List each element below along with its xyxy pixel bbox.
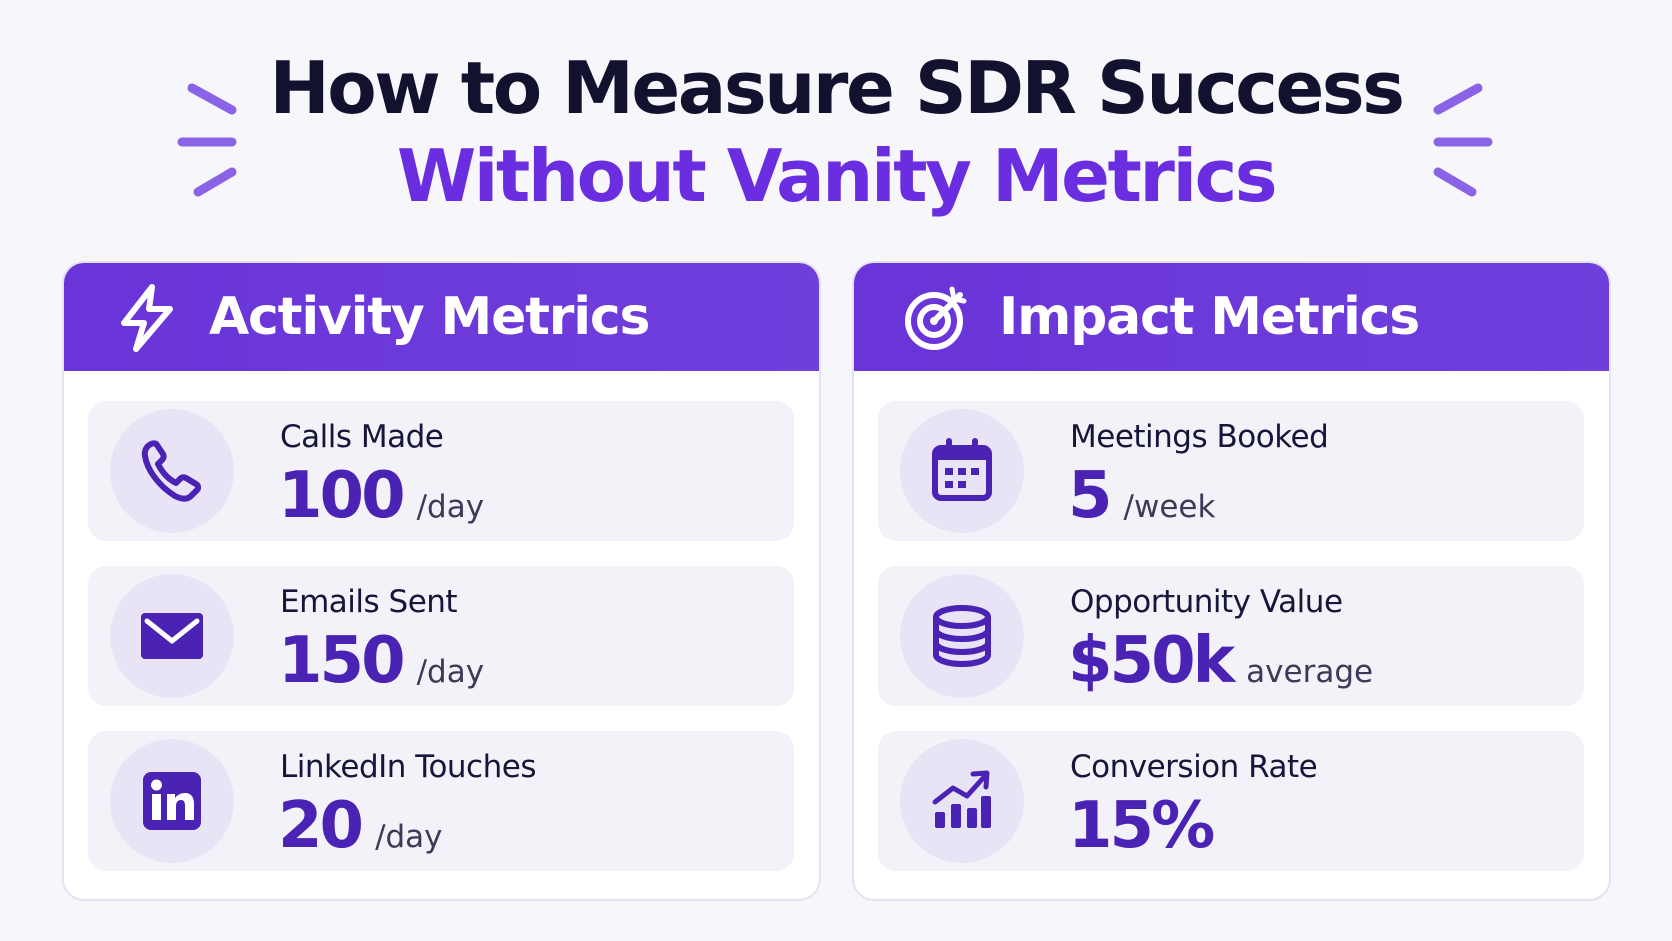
metric-card-conversion: Conversion Rate 15%	[878, 731, 1584, 871]
icon-circle	[900, 574, 1024, 698]
metric-value: 5	[1068, 459, 1112, 533]
icon-circle	[110, 574, 234, 698]
metric-label: LinkedIn Touches	[280, 749, 536, 785]
metric-unit: /day	[416, 489, 485, 525]
metric-value-row: 15%	[1068, 789, 1226, 880]
envelope-icon	[141, 613, 203, 659]
metric-card-linkedin: LinkedIn Touches 20/day	[88, 731, 794, 871]
metric-card-opportunity: Opportunity Value $50k average	[878, 566, 1584, 706]
icon-circle	[900, 739, 1024, 863]
title-line-1: How to Measure SDR Success	[269, 46, 1405, 130]
lightning-bolt-icon	[121, 284, 173, 352]
metric-card-emails: Emails Sent 150/day	[88, 566, 794, 706]
metric-label: Conversion Rate	[1070, 749, 1318, 785]
metric-value-row: 20/day	[278, 789, 443, 880]
metric-value: 15%	[1068, 789, 1215, 863]
metric-value: 20	[278, 789, 364, 863]
metric-card-calls: Calls Made 100/day	[88, 401, 794, 541]
impact-panel-title: Impact Metrics	[999, 287, 1420, 347]
metric-value-row: 5/week	[1068, 459, 1215, 550]
burst-left-icon	[177, 83, 237, 197]
bar-chart-growth-icon	[932, 770, 991, 828]
activity-panel-title: Activity Metrics	[209, 287, 650, 347]
impact-panel-header: Impact Metrics	[854, 263, 1609, 371]
burst-right-icon	[1433, 83, 1493, 197]
icon-circle	[110, 739, 234, 863]
metric-value-row: 150/day	[278, 624, 484, 715]
icon-circle	[110, 409, 234, 533]
metric-value-row: 100/day	[278, 459, 484, 550]
metric-label: Calls Made	[280, 419, 444, 455]
calendar-icon	[932, 438, 992, 501]
metric-value-row: $50k average	[1068, 624, 1373, 715]
metric-unit: /day	[375, 819, 443, 855]
metric-unit: average	[1246, 654, 1374, 690]
icon-circle	[900, 409, 1024, 533]
metric-value: 150	[278, 624, 406, 698]
target-icon	[905, 286, 967, 350]
phone-icon	[141, 440, 202, 502]
metric-unit: /week	[1123, 489, 1216, 525]
page-title: How to Measure SDR Success Without Vanit…	[0, 44, 1672, 220]
activity-panel-header: Activity Metrics	[64, 263, 819, 371]
metric-unit: /day	[416, 654, 485, 690]
impact-metrics-panel: Impact Metrics Meetings Booked 5/week	[852, 261, 1611, 901]
activity-metrics-panel: Activity Metrics Calls Made 100/day Emai…	[62, 261, 821, 901]
metric-label: Emails Sent	[280, 584, 458, 620]
metric-value: 100	[278, 459, 406, 533]
linkedin-icon	[143, 772, 201, 830]
metric-card-meetings: Meetings Booked 5/week	[878, 401, 1584, 541]
metric-label: Meetings Booked	[1070, 419, 1329, 455]
metric-value: $50k	[1068, 624, 1235, 698]
title-line-2: Without Vanity Metrics	[396, 134, 1278, 218]
coin-stack-icon	[933, 605, 991, 668]
metric-label: Opportunity Value	[1070, 584, 1343, 620]
